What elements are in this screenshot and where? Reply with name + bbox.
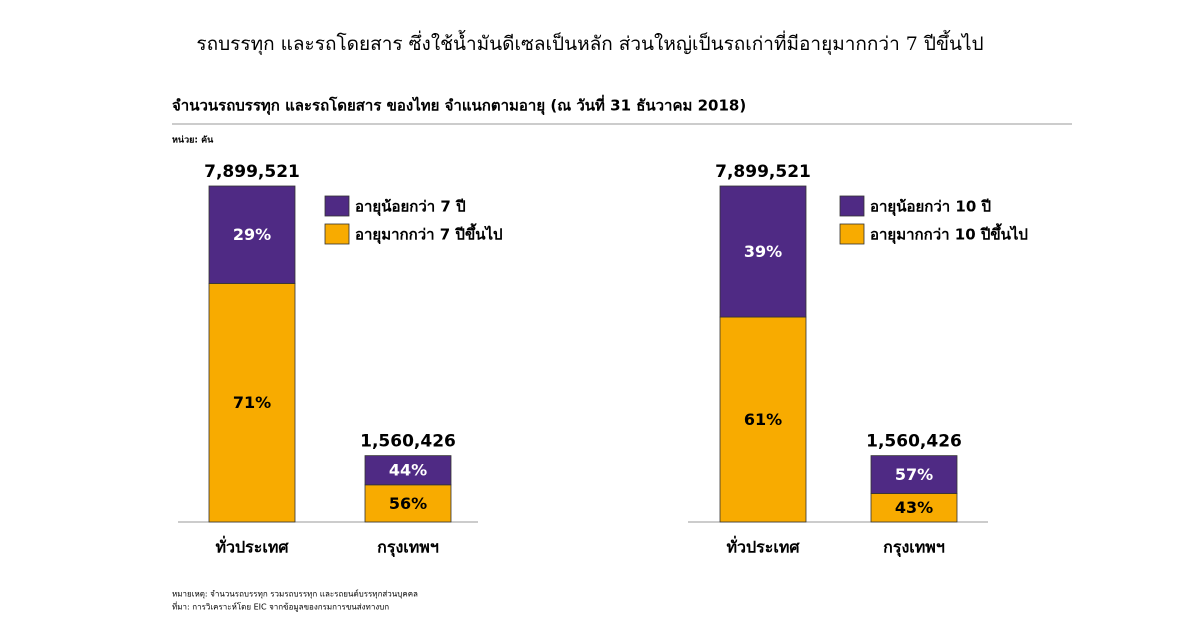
total-label: 7,899,521 [715, 162, 811, 182]
value-label: 57% [895, 465, 933, 484]
main-title: รถบรรทุก และรถโดยสาร ซึ่งใช้น้ำมันดีเซลเ… [196, 30, 983, 56]
subtitle: จำนวนรถบรรทุก และรถโดยสาร ของไทย จำแนกตา… [172, 95, 746, 116]
bar-segment [719, 316, 807, 523]
legend-label: อายุน้อยกว่า 10 ปี [870, 198, 991, 217]
value-label: 61% [744, 410, 782, 429]
source: ที่มา: การวิเคราะห์โดย EIC จากข้อมูลของก… [172, 601, 389, 613]
value-label: 29% [233, 225, 271, 244]
bar-segment [870, 455, 958, 494]
unit: หน่วย: คัน [172, 135, 214, 146]
legend-swatch [839, 223, 865, 245]
legend-swatch [324, 195, 350, 217]
value-label: 44% [389, 461, 427, 480]
total-label: 1,560,426 [866, 432, 962, 452]
legend-swatch [324, 223, 350, 245]
value-label: 39% [744, 242, 782, 261]
value-label: 56% [389, 494, 427, 513]
category-label: กรุงเทพฯ [377, 538, 439, 558]
legend-swatch [839, 195, 865, 217]
bar-segment [719, 185, 807, 318]
legend-label: อายุมากกว่า 10 ปีขึ้นไป [870, 223, 1028, 245]
category-label: ทั่วประเทศ [215, 536, 289, 557]
bar-segment [208, 283, 296, 523]
legend-label: อายุมากกว่า 7 ปีขึ้นไป [355, 223, 503, 245]
bar-segment [364, 484, 452, 523]
category-label: กรุงเทพฯ [883, 538, 945, 558]
category-label: ทั่วประเทศ [726, 536, 800, 557]
value-label: 71% [233, 393, 271, 412]
value-label: 43% [895, 498, 933, 517]
bar-segment [364, 455, 452, 486]
bar-segment [208, 185, 296, 284]
total-label: 7,899,521 [204, 162, 300, 182]
total-label: 1,560,426 [360, 432, 456, 452]
bar-segment [870, 493, 958, 523]
note: หมายเหตุ: จำนวนรถบรรทุก รวมรถบรรทุก และร… [172, 589, 418, 599]
legend-label: อายุน้อยกว่า 7 ปี [355, 198, 466, 217]
